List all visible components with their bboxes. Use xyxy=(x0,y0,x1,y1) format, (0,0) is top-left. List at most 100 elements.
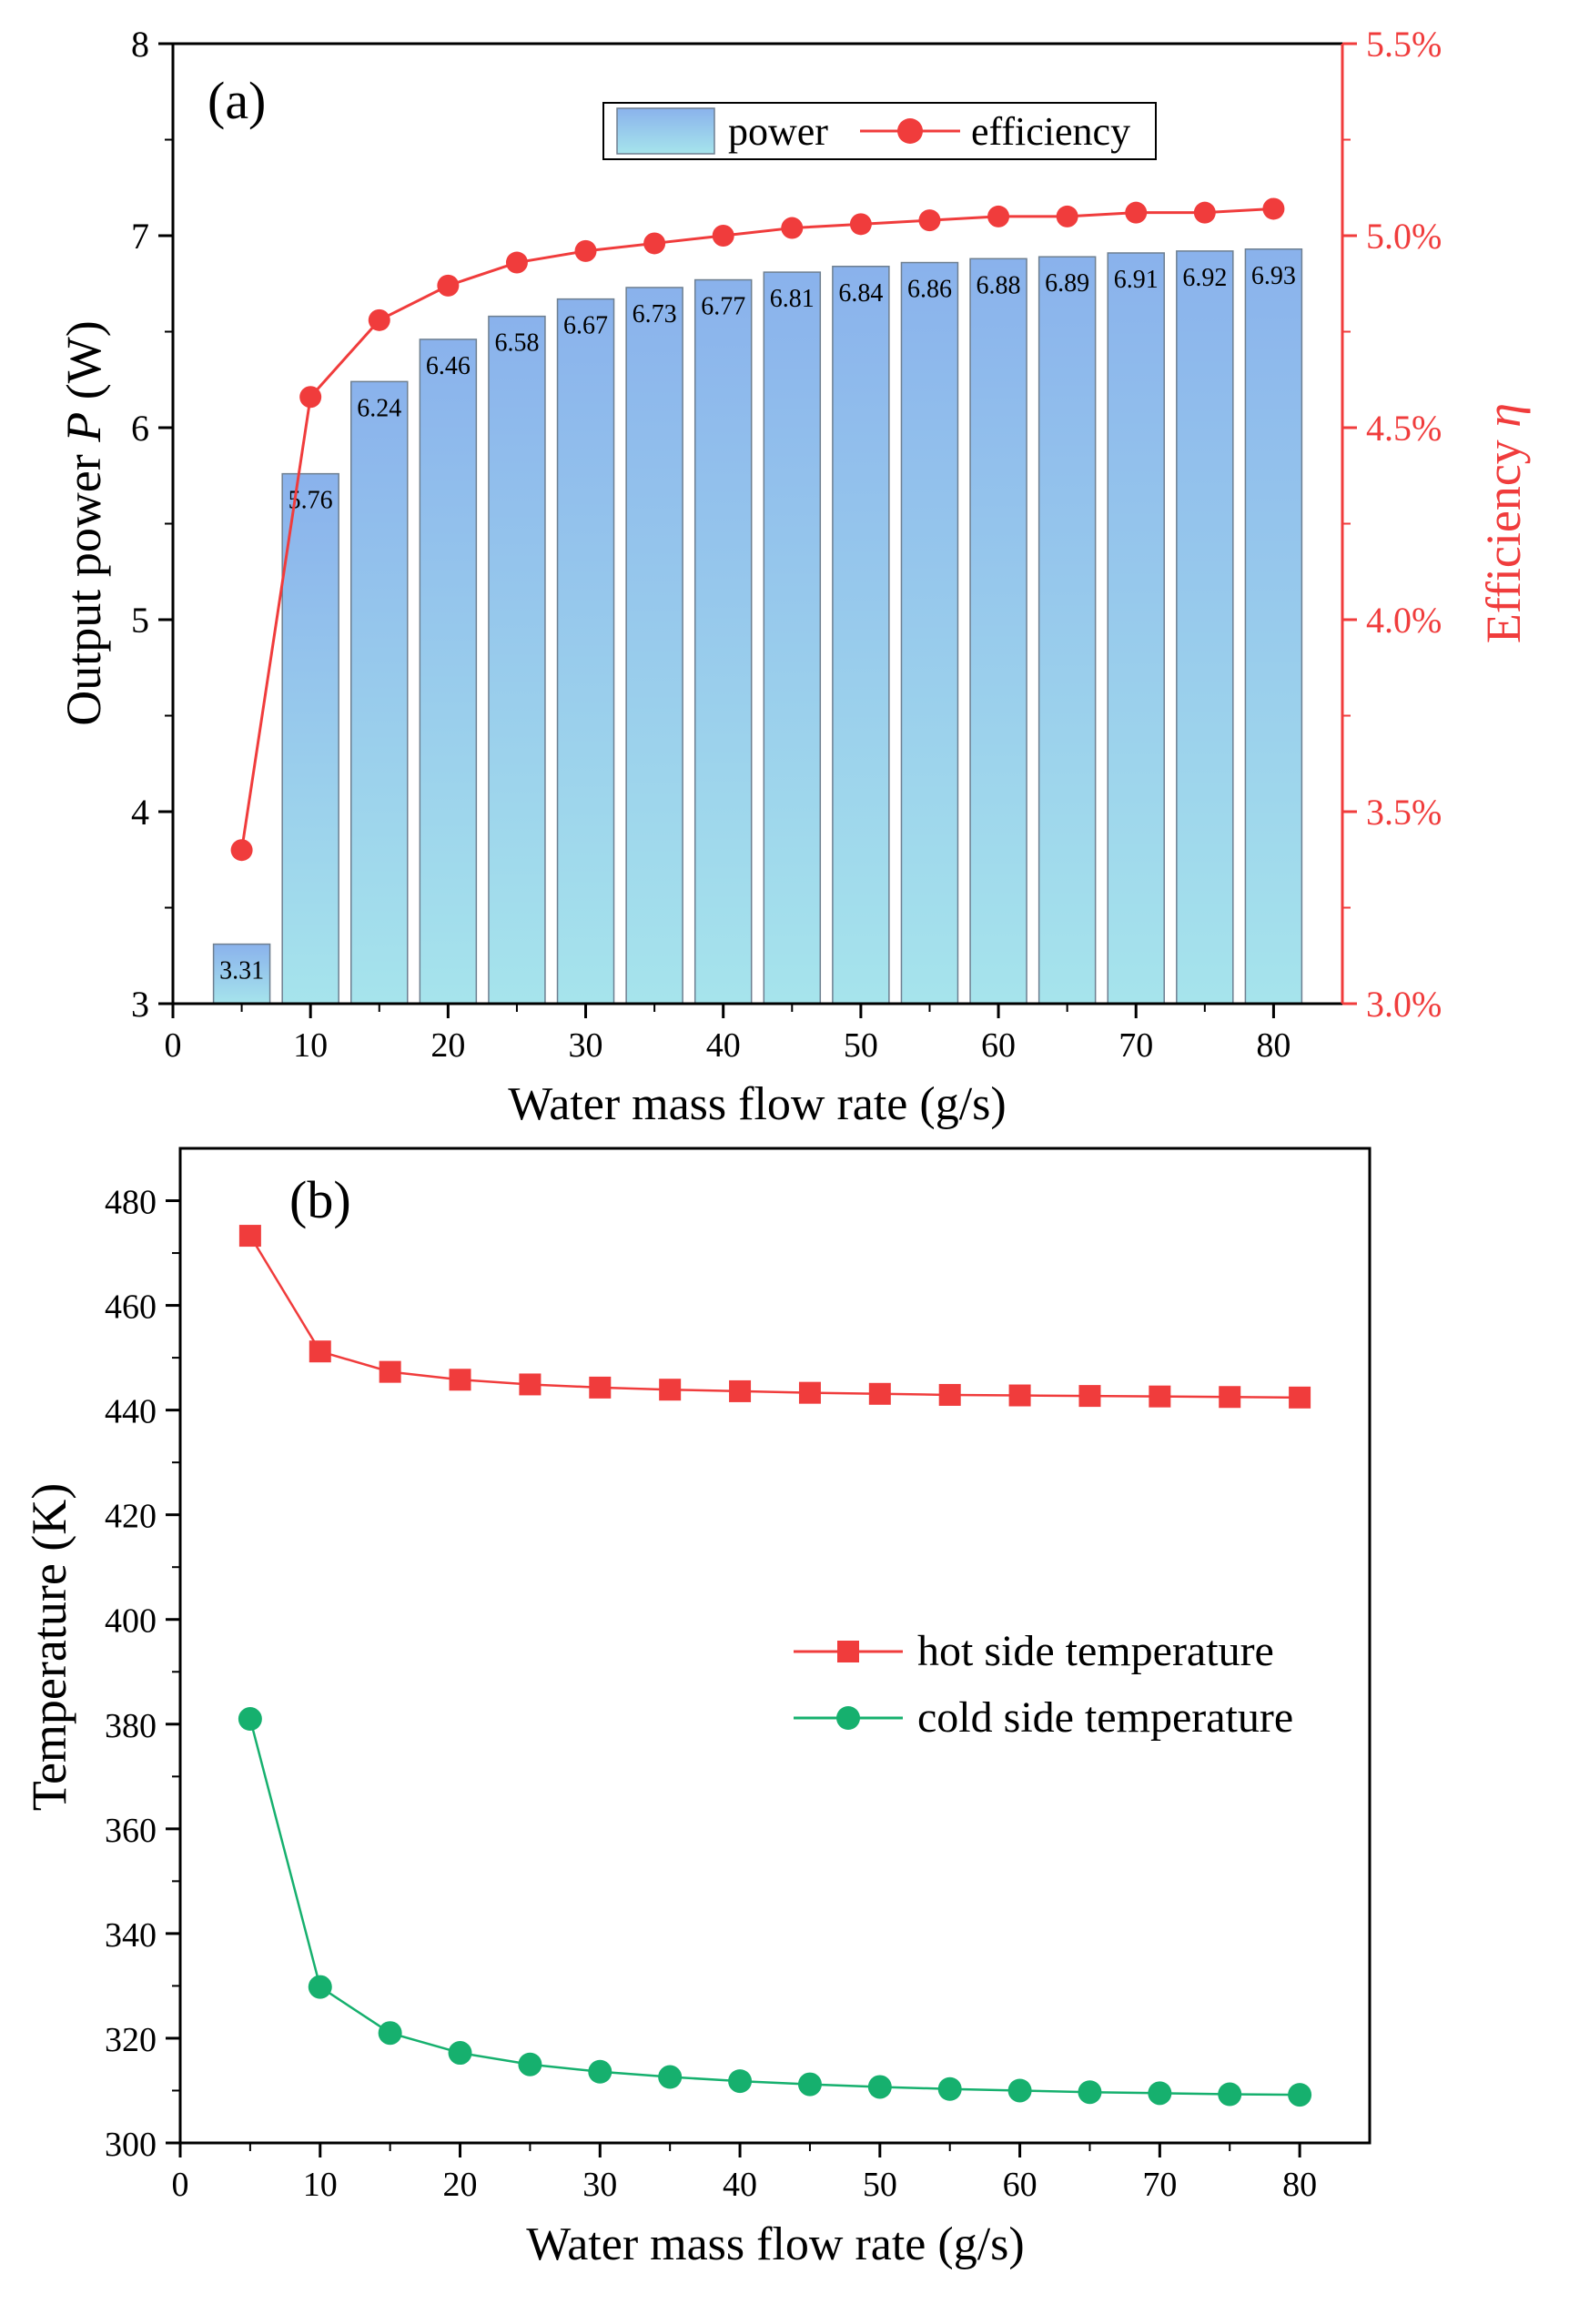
power-bar-labels: 3.315.766.246.466.586.67 6.73 6.77 6.81 6.84… xyxy=(219,262,1296,985)
power-bar xyxy=(1037,256,1097,1005)
hot-side-point xyxy=(729,1379,752,1402)
power-bar xyxy=(900,261,959,1005)
panel-b-plot-frame xyxy=(178,1147,1372,2145)
y-tick-label: 460 xyxy=(105,1288,157,1327)
left-y-tick-label: 7 xyxy=(131,216,149,257)
panel-a-left-axis: 3 4 5 6 7 8 xyxy=(131,24,173,1025)
cold-side-point xyxy=(937,2076,962,2101)
power-bar-label: 6.81 xyxy=(770,285,815,313)
hot-side-point xyxy=(1219,1386,1241,1409)
panel-a-x-axis-label: Water mass flow rate (g/s) xyxy=(508,1078,1006,1130)
hot-side-point xyxy=(449,1369,471,1391)
legend-power-swatch xyxy=(616,107,715,155)
power-bar-label: 6.67 xyxy=(563,312,608,340)
hot-side-point xyxy=(1078,1385,1101,1408)
cold-side-line xyxy=(248,1718,1301,2097)
efficiency-point xyxy=(505,251,528,274)
power-bar-label: 6.58 xyxy=(494,329,539,358)
panel-b-x-axis-label: Water mass flow rate (g/s) xyxy=(526,2218,1024,2270)
legend-hot-marker xyxy=(837,1641,859,1662)
efficiency-series xyxy=(230,197,1285,862)
hot-side-point xyxy=(1008,1384,1031,1407)
right-y-tick-label: 3.0% xyxy=(1366,984,1442,1025)
cold-side-point xyxy=(308,1975,332,1999)
left-axis-label-text: Output power xyxy=(56,442,111,726)
panel-b-x-axis: 0 10 20 30 40 50 60 70 80 xyxy=(172,2143,1317,2204)
efficiency-point xyxy=(574,239,597,262)
right-y-tick-label: 5.5% xyxy=(1366,24,1442,65)
panel-a-legend: power efficiency xyxy=(602,102,1157,160)
panel-a-x-axis: 0 10 20 30 40 50 60 70 80 xyxy=(165,1004,1291,1065)
x-tick-label: 30 xyxy=(569,1026,603,1065)
x-tick-label: 10 xyxy=(293,1026,328,1065)
power-bar xyxy=(763,271,822,1005)
cold-side-point xyxy=(588,2059,612,2084)
x-tick-label: 60 xyxy=(1003,2166,1037,2204)
x-tick-label: 10 xyxy=(303,2166,338,2204)
power-bar xyxy=(1244,248,1303,1005)
x-tick-label: 40 xyxy=(706,1026,741,1065)
power-bar-label: 6.91 xyxy=(1114,266,1159,294)
power-bar xyxy=(419,338,478,1005)
power-bar-label: 6.86 xyxy=(907,276,952,304)
power-bar xyxy=(212,943,271,1005)
x-tick-label: 60 xyxy=(981,1026,1016,1065)
cold-side-point xyxy=(728,2069,753,2094)
power-bars xyxy=(212,248,1303,1005)
power-bar xyxy=(1107,252,1165,1005)
efficiency-point xyxy=(849,213,872,236)
right-axis-label-text: Efficiency xyxy=(1476,428,1531,643)
panel-b-y-axis: 300 320 340 360 380 400 420 440 460 480 xyxy=(105,1184,180,2164)
efficiency-point xyxy=(230,839,253,862)
hot-side-point xyxy=(309,1340,331,1363)
efficiency-point xyxy=(712,225,734,247)
x-tick-label: 50 xyxy=(863,2166,897,2204)
left-y-tick-label: 8 xyxy=(131,24,149,65)
y-tick-label: 300 xyxy=(105,2126,157,2164)
power-bar xyxy=(625,287,683,1005)
power-bar-label: 6.88 xyxy=(977,271,1021,299)
hot-side-point xyxy=(868,1382,891,1405)
cold-side-point xyxy=(1007,2078,1032,2103)
left-y-tick-label: 5 xyxy=(131,600,149,641)
y-tick-label: 380 xyxy=(105,1707,157,1745)
efficiency-point xyxy=(987,205,1010,227)
cold-side-point xyxy=(797,2072,822,2097)
x-tick-label: 40 xyxy=(723,2166,757,2204)
x-tick-label: 20 xyxy=(430,1026,465,1065)
hot-side-point xyxy=(1289,1386,1311,1409)
temperature-series xyxy=(238,1225,1312,2107)
power-bar-label: 6.84 xyxy=(838,279,883,308)
legend-cold-label: cold side temperature xyxy=(917,1693,1293,1742)
power-bar-label: 6.89 xyxy=(1045,269,1089,298)
panel-b: 0 10 20 30 40 50 60 70 80 300 320 340 360 380 400 420 4… xyxy=(22,1147,1372,2270)
x-tick-label: 0 xyxy=(165,1026,182,1065)
legend-efficiency-marker xyxy=(897,118,923,144)
power-bar xyxy=(969,258,1027,1005)
cold-side-point xyxy=(378,2021,402,2046)
power-bar xyxy=(693,278,753,1005)
hot-side-point xyxy=(1149,1385,1171,1408)
legend-cold-marker xyxy=(836,1706,860,1730)
cold-side-point xyxy=(1148,2081,1172,2106)
power-bar-label: 6.93 xyxy=(1251,262,1296,290)
hot-side-point xyxy=(938,1383,961,1406)
right-y-tick-label: 4.0% xyxy=(1366,600,1442,641)
hot-side-point xyxy=(379,1360,401,1383)
power-bar-label: 6.46 xyxy=(426,352,471,380)
left-y-tick-label: 3 xyxy=(131,984,149,1025)
power-bar xyxy=(488,315,546,1005)
power-bar xyxy=(350,380,409,1005)
power-bar xyxy=(281,472,339,1005)
cold-side-point xyxy=(1288,2083,1312,2107)
efficiency-point xyxy=(1125,201,1148,224)
efficiency-point xyxy=(781,217,804,239)
panel-b-y-axis-label: Temperature (K) xyxy=(22,1483,76,1812)
panel-a-plot-frame xyxy=(171,42,1344,1005)
power-bar xyxy=(556,298,615,1005)
power-bar xyxy=(1176,250,1234,1005)
efficiency-point xyxy=(918,209,941,232)
x-tick-label: 50 xyxy=(844,1026,878,1065)
panel-b-legend: hot side temperature cold side temperatu… xyxy=(794,1627,1293,1742)
